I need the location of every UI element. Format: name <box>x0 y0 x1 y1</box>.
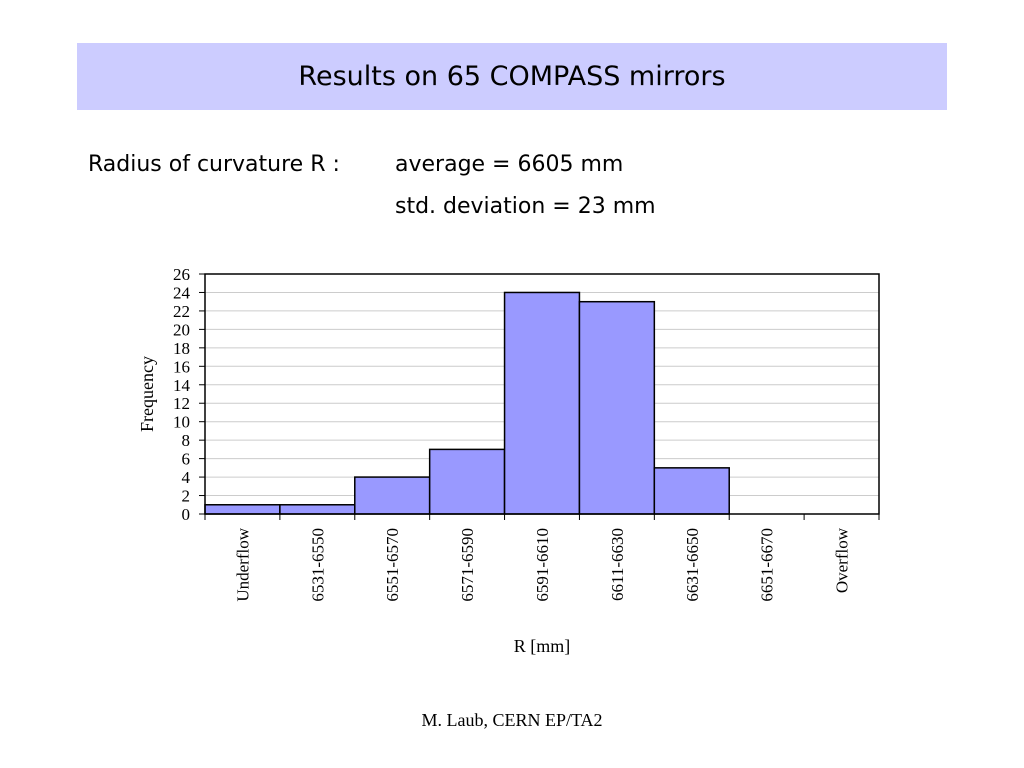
stats-average: average = 6605 mm <box>395 152 624 177</box>
histogram-bar <box>204 504 281 515</box>
x-tick-label: 6531-6550 <box>308 528 327 602</box>
histogram-bar <box>578 300 656 515</box>
y-tick-label: 10 <box>173 413 190 432</box>
x-tick-label: 6651-6670 <box>758 528 777 602</box>
x-tick-label: 6591-6610 <box>533 528 552 602</box>
x-tick-label: 6611-6630 <box>608 528 627 601</box>
stats-std-deviation: std. deviation = 23 mm <box>395 194 656 219</box>
y-tick-label: 12 <box>173 394 190 413</box>
histogram-bar <box>653 467 730 515</box>
histogram-bar <box>503 291 581 515</box>
histogram-bar <box>279 504 356 515</box>
x-axis-title: R [mm] <box>514 636 571 656</box>
x-tick-label: Overflow <box>833 527 852 593</box>
y-tick-label: 16 <box>173 357 190 376</box>
y-tick-label: 18 <box>173 339 190 358</box>
y-tick-label: 26 <box>173 265 190 284</box>
y-tick-label: 20 <box>173 320 190 339</box>
y-tick-label: 4 <box>182 468 191 487</box>
y-tick-label: 22 <box>173 302 190 321</box>
slide-title: Results on 65 COMPASS mirrors <box>298 61 726 92</box>
y-tick-label: 14 <box>173 376 191 395</box>
x-tick-label: 6631-6650 <box>683 528 702 602</box>
y-tick-label: 6 <box>182 450 191 469</box>
y-tick-label: 24 <box>173 283 191 302</box>
footer-credit: M. Laub, CERN EP/TA2 <box>421 710 603 730</box>
title-banner: Results on 65 COMPASS mirrors <box>77 43 947 110</box>
y-axis-title: Frequency <box>137 356 157 432</box>
x-tick-label: 6571-6590 <box>458 528 477 602</box>
y-tick-label: 8 <box>182 431 191 450</box>
x-tick-label: 6551-6570 <box>383 528 402 602</box>
x-tick-label: Underflow <box>233 527 252 601</box>
plot-frame <box>204 273 880 515</box>
y-tick-label: 0 <box>182 505 191 524</box>
histogram-bar <box>354 476 431 515</box>
stats-label: Radius of curvature R : <box>88 152 340 177</box>
histogram-bar <box>428 448 506 515</box>
y-tick-label: 2 <box>182 487 191 506</box>
